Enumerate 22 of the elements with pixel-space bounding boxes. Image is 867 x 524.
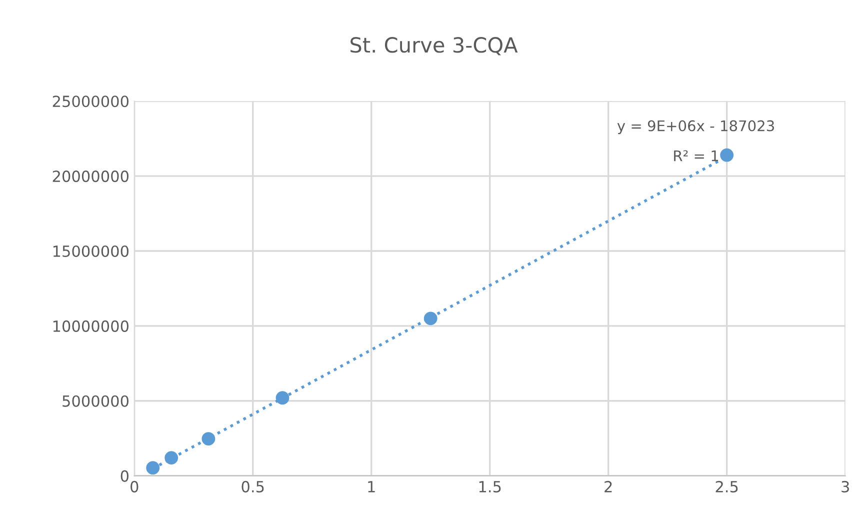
- point: [202, 432, 216, 446]
- x-tick-label: 0.5: [242, 480, 264, 492]
- point: [720, 148, 734, 162]
- x-tick-label: 2: [604, 480, 612, 492]
- y-tick-label: 25000000: [52, 96, 129, 108]
- point: [146, 461, 160, 475]
- x-tick-label: 2.5: [716, 480, 738, 492]
- x-tick-label: 0: [130, 480, 138, 492]
- y-tick-label: 10000000: [53, 320, 129, 332]
- annotation: y = 9E+06x - 187023: [617, 120, 774, 134]
- y-tick-label: 15000000: [53, 245, 129, 258]
- y-tick-label: 20000000: [52, 170, 129, 182]
- point: [276, 391, 290, 405]
- point: [424, 312, 438, 326]
- point: [164, 451, 178, 465]
- y-tick-label: 5000000: [62, 395, 129, 407]
- x-tick-label: 1: [368, 481, 375, 492]
- chart-title: St. Curve 3-CQA: [350, 37, 518, 56]
- y-tick-label: 0: [120, 470, 129, 482]
- x-tick-label: 1.5: [479, 481, 501, 492]
- x-tick-label: 3: [842, 480, 849, 492]
- annotation: R² = 1: [674, 150, 718, 162]
